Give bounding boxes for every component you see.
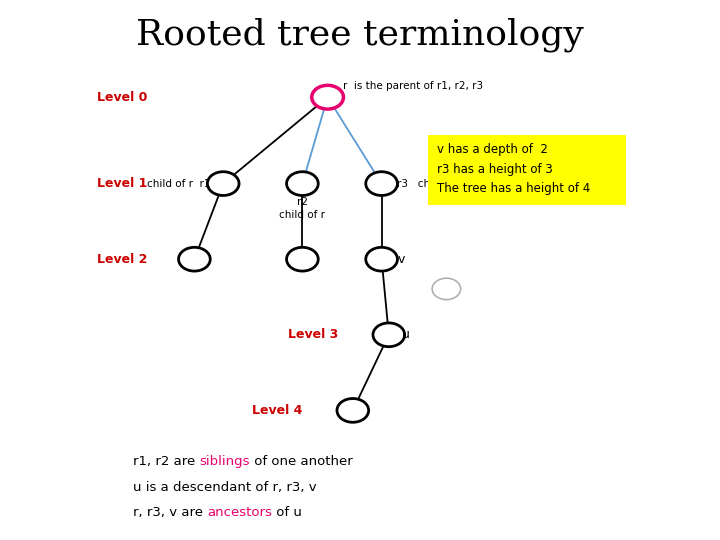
Text: siblings: siblings	[199, 455, 251, 468]
Circle shape	[373, 323, 405, 347]
Text: of one another: of one another	[251, 455, 353, 468]
Text: r3   child of r: r3 child of r	[397, 179, 464, 188]
Text: Rooted tree terminology: Rooted tree terminology	[136, 18, 584, 52]
Text: r  is the parent of r1, r2, r3: r is the parent of r1, r2, r3	[343, 80, 484, 91]
Circle shape	[432, 278, 461, 300]
Text: ancestors: ancestors	[207, 506, 272, 519]
Text: v: v	[397, 253, 405, 266]
Text: v has a depth of  2
r3 has a height of 3
The tree has a height of 4: v has a depth of 2 r3 has a height of 3 …	[437, 143, 590, 195]
Circle shape	[366, 247, 397, 271]
Text: u is a descendant of r, r3, v: u is a descendant of r, r3, v	[133, 481, 317, 494]
Text: u: u	[402, 328, 410, 341]
Circle shape	[337, 399, 369, 422]
Text: Level 0: Level 0	[97, 91, 148, 104]
Circle shape	[179, 247, 210, 271]
FancyBboxPatch shape	[428, 135, 626, 205]
Text: Level 1: Level 1	[97, 177, 148, 190]
Text: r1, r2 are: r1, r2 are	[133, 455, 199, 468]
Text: Level 4: Level 4	[252, 404, 302, 417]
Text: of u: of u	[272, 506, 302, 519]
Circle shape	[207, 172, 239, 195]
Circle shape	[287, 172, 318, 195]
Text: child of r  r1: child of r r1	[147, 179, 210, 188]
Text: r2
child of r: r2 child of r	[279, 197, 325, 219]
Text: Level 2: Level 2	[97, 253, 148, 266]
Text: r, r3, v are: r, r3, v are	[133, 506, 207, 519]
Circle shape	[366, 172, 397, 195]
Text: Level 3: Level 3	[288, 328, 338, 341]
Circle shape	[287, 247, 318, 271]
Circle shape	[312, 85, 343, 109]
